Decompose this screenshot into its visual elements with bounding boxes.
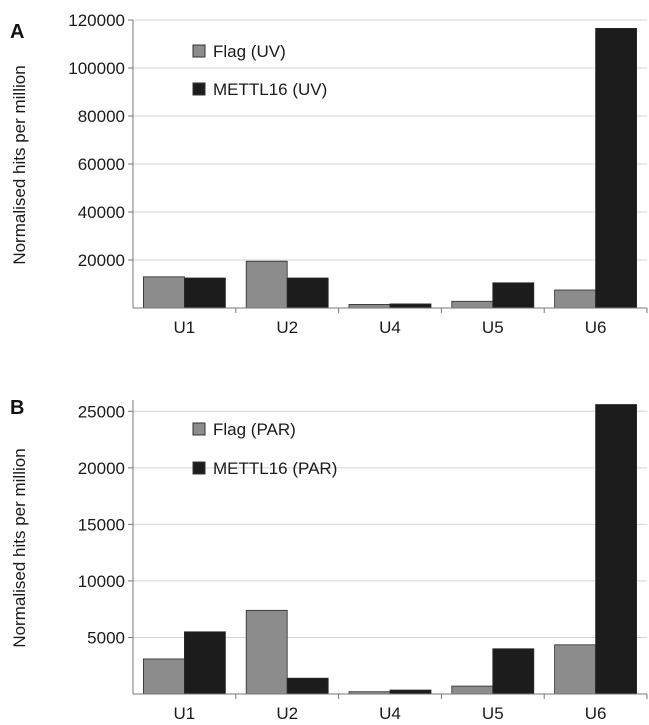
bar-u5-flag [451,300,494,309]
y-axis-label-a: Normalised hits per million [10,65,29,264]
y-tick-label: 40000 [78,203,125,222]
gridlines-a [133,19,647,261]
bar-u2-mettl16 [286,277,329,309]
y-tick-label: 20000 [78,459,125,478]
bar-u1-mettl16 [183,631,226,695]
bars-a [142,27,637,309]
x-category-label: U4 [379,318,401,337]
x-category-label: U5 [482,704,504,723]
legend-label-flag-par: Flag (PAR) [213,420,296,439]
y-tick-label: 100000 [68,59,125,78]
panel-letter-b: B [10,397,24,419]
x-category-label: U6 [585,704,607,723]
y-tick-label: 20000 [78,251,125,270]
y-tick-labels-a: 20000 40000 60000 80000 100000 120000 [68,11,133,270]
y-tick-label: 60000 [78,155,125,174]
bars-b [142,404,637,695]
x-category-label: U2 [276,318,298,337]
bar-u5-mettl16 [492,282,535,309]
x-category-label: U1 [174,704,196,723]
legend-swatch-flag-uv [192,44,206,58]
legend-swatch-flag-par [192,422,206,436]
bar-u2-mettl16 [286,677,329,695]
x-category-label: U5 [482,318,504,337]
category-labels-b: U1 U2 U4 U5 U6 [174,704,607,723]
bar-u4-mettl16 [389,689,432,695]
y-axis-label-b: Normalised hits per million [10,448,29,647]
legend-swatch-mettl16-uv [192,82,206,96]
panel-letter-a: A [10,21,24,43]
bar-u6-flag [554,644,596,695]
x-tick-marks-a [235,308,648,313]
x-category-label: U6 [585,318,607,337]
bar-u6-mettl16 [595,404,637,695]
legend-b: Flag (PAR) METTL16 (PAR) [192,420,337,478]
legend-swatch-mettl16-par [192,461,206,475]
y-tick-labels-b: 5000 10000 15000 20000 25000 [78,402,133,647]
gridlines-b [133,410,647,638]
legend-a: Flag (UV) METTL16 (UV) [192,42,327,99]
chart-panel-b: B 5000 10000 15000 20000 25000 U1 U2 U4 U5 U6 No… [10,397,648,723]
y-tick-label: 5000 [87,628,125,647]
bar-u4-mettl16 [389,303,432,309]
bar-u1-flag [142,276,185,309]
bar-u1-mettl16 [183,277,226,309]
bar-u4-flag [348,303,391,309]
y-tick-label: 15000 [78,515,125,534]
y-tick-label: 25000 [78,402,125,421]
legend-label-mettl16-par: METTL16 (PAR) [213,459,337,478]
bar-u1-flag [142,658,185,695]
bar-u6-flag [554,289,596,309]
bar-u5-flag [451,685,494,695]
x-category-label: U2 [276,704,298,723]
bar-u6-mettl16 [595,27,637,309]
y-tick-label: 80000 [78,107,125,126]
category-labels-a: U1 U2 U4 U5 U6 [174,318,607,337]
legend-label-mettl16-uv: METTL16 (UV) [213,80,327,99]
x-category-label: U4 [379,704,401,723]
bar-u5-mettl16 [492,648,535,695]
x-category-label: U1 [174,318,196,337]
bar-u2-flag [245,260,288,309]
bar-u2-flag [245,609,288,695]
y-tick-label: 120000 [68,11,125,30]
legend-label-flag-uv: Flag (UV) [213,42,286,61]
y-tick-label: 10000 [78,572,125,591]
x-tick-marks-b [235,694,648,699]
